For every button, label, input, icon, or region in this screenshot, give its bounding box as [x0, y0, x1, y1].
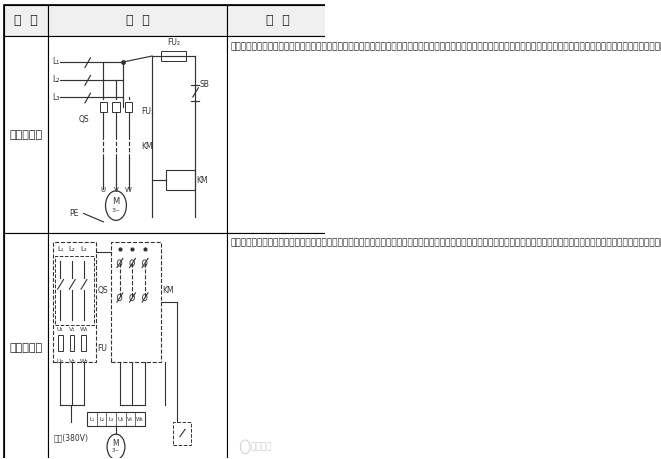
Text: V₂: V₂: [69, 359, 75, 364]
Text: 3~: 3~: [112, 448, 120, 453]
Text: V: V: [114, 187, 118, 193]
Text: FU₁: FU₁: [141, 106, 154, 116]
Bar: [58, 336, 63, 352]
Bar: [227, 36, 328, 233]
Bar: [4, 233, 48, 459]
Text: KM: KM: [162, 285, 174, 295]
Bar: [4, 5, 48, 36]
Text: 说  明: 说 明: [266, 14, 290, 28]
Text: W: W: [125, 187, 132, 193]
Text: PE: PE: [69, 209, 78, 218]
Text: 电工之家: 电工之家: [251, 442, 272, 451]
Text: 名  称: 名 称: [14, 14, 38, 28]
Bar: [4, 36, 48, 233]
Bar: [100, 102, 107, 112]
Text: U₃: U₃: [118, 417, 124, 422]
Text: KM: KM: [141, 142, 153, 151]
Text: SB: SB: [200, 80, 210, 89]
Text: W₃: W₃: [136, 417, 144, 422]
Text: W₁: W₁: [79, 327, 88, 332]
Text: L₁: L₁: [89, 417, 95, 422]
Bar: [227, 5, 328, 36]
Text: QS: QS: [78, 115, 89, 124]
Bar: [173, 421, 192, 444]
Text: U₂: U₂: [57, 359, 63, 364]
Bar: [167, 170, 195, 190]
Bar: [53, 242, 97, 362]
Bar: [48, 233, 227, 459]
Text: FU₂: FU₂: [167, 38, 180, 47]
Bar: [110, 242, 161, 362]
Bar: [48, 36, 227, 233]
Text: L₃: L₃: [52, 93, 59, 102]
Bar: [69, 336, 74, 352]
Text: L₁: L₁: [57, 246, 63, 252]
Bar: [87, 412, 145, 426]
Text: 电气安装图是表达电气元件及设备的连接关系的一种简图。它依据电气原理图及电气平面位置图编制而成，主要用于电气设备与线路的安装接线、检查、维修和故障处理。左图为点动: 电气安装图是表达电气元件及设备的连接关系的一种简图。它依据电气原理图及电气平面位…: [231, 239, 661, 248]
Text: U₁: U₁: [57, 327, 63, 332]
Text: L₂: L₂: [99, 417, 104, 422]
Bar: [48, 5, 227, 36]
Text: V₁: V₁: [69, 327, 75, 332]
Bar: [125, 102, 132, 112]
Text: L₂: L₂: [52, 75, 59, 84]
Text: 电气安装图: 电气安装图: [9, 343, 42, 353]
Bar: [55, 256, 93, 325]
Text: L₁: L₁: [52, 57, 59, 67]
Text: 电气原理图: 电气原理图: [9, 130, 42, 140]
Text: 电气原理图采用标准的图形符号和文字符号来表达电路中的电气元件、设备、线路组成及连接关系，而不考虑各电气元件、设备等的实际位置与尺寸。左图为点动控制电路的电气原理: 电气原理图采用标准的图形符号和文字符号来表达电路中的电气元件、设备、线路组成及连…: [231, 42, 661, 51]
Text: L₃: L₃: [108, 417, 114, 422]
Text: QS: QS: [97, 285, 108, 295]
Text: 3~: 3~: [111, 207, 120, 213]
Text: U: U: [101, 187, 106, 193]
Bar: [227, 233, 328, 459]
Text: FU: FU: [97, 343, 107, 353]
Bar: [81, 336, 86, 352]
Text: V₃: V₃: [128, 417, 134, 422]
Text: W₂: W₂: [79, 359, 88, 364]
Text: 电源(380V): 电源(380V): [54, 433, 89, 442]
Bar: [112, 102, 120, 112]
Text: KM: KM: [197, 175, 208, 185]
Bar: [161, 51, 186, 61]
Text: 图  示: 图 示: [126, 14, 149, 28]
Text: M: M: [112, 197, 120, 207]
Text: M: M: [112, 439, 119, 448]
Text: L₂: L₂: [69, 246, 75, 252]
Text: L₃: L₃: [80, 246, 87, 252]
